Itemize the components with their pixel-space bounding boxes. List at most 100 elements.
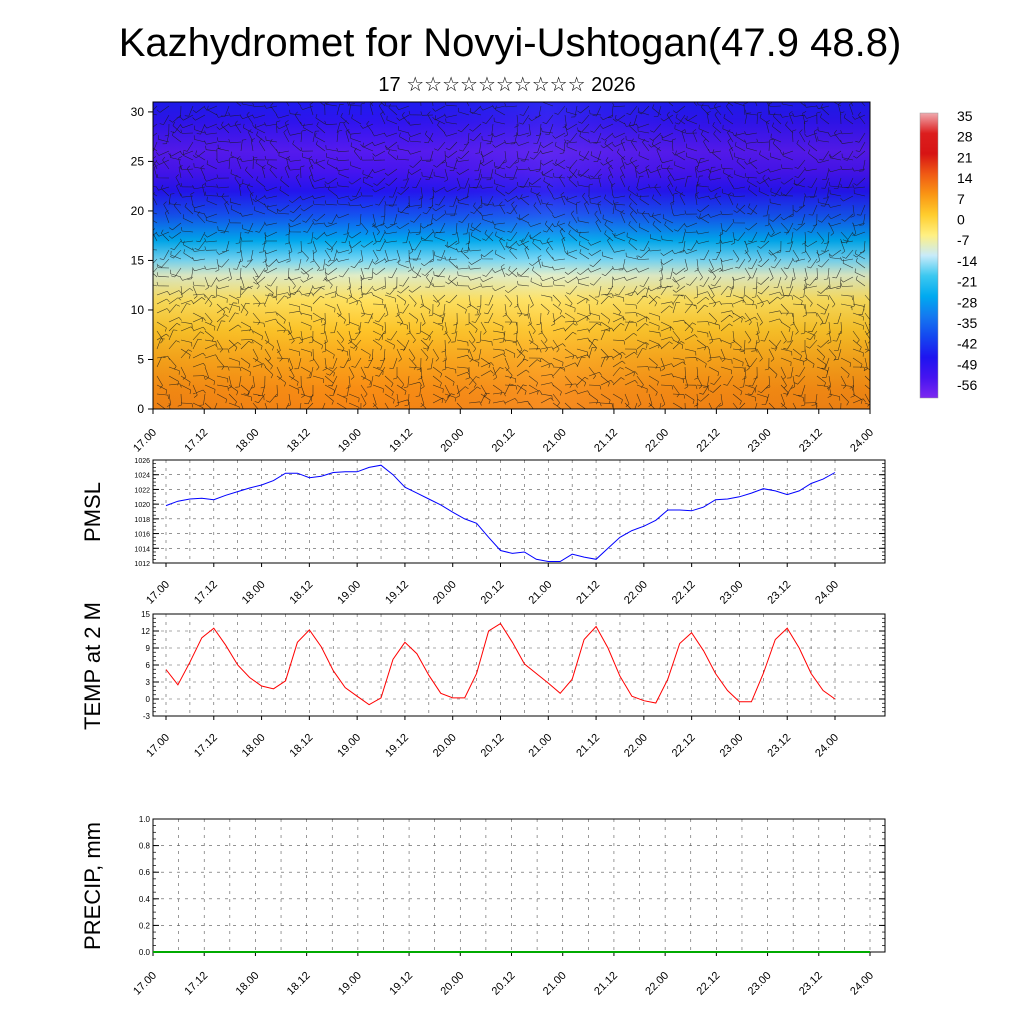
- x-tick-label: 17.12: [192, 732, 220, 760]
- y-tick-label: 3: [146, 678, 151, 687]
- x-tick-label: 23.12: [797, 427, 825, 455]
- colorbar-strip: [919, 112, 939, 399]
- series-line: [165, 622, 836, 706]
- y-tick-label: 1014: [134, 546, 150, 553]
- x-tick-label: 19.12: [383, 732, 411, 760]
- x-tick-label: 22.00: [622, 579, 650, 607]
- colorbar-label: -7: [957, 232, 970, 248]
- x-tick-label: 17.00: [131, 970, 159, 998]
- x-tick-label: 18.00: [234, 427, 262, 455]
- y-tick-label: 1016: [134, 532, 150, 539]
- x-tick-label: 20.00: [438, 970, 466, 998]
- y-tick-label: 10: [131, 303, 145, 317]
- colorbar-label: 21: [957, 149, 973, 165]
- x-tick-label: 21.12: [574, 579, 602, 607]
- x-tick-label: 20.12: [490, 427, 518, 455]
- x-tick-label: 22.12: [695, 970, 723, 998]
- x-tick-label: 23.00: [746, 970, 774, 998]
- x-tick-label: 18.12: [288, 579, 316, 607]
- colorbar-label: 35: [957, 108, 973, 124]
- x-tick-label: 19.00: [336, 970, 364, 998]
- x-tick-label: 23.12: [797, 970, 825, 998]
- y-tick-label: 0.8: [139, 842, 151, 851]
- x-tick-label: 19.00: [336, 427, 364, 455]
- x-tick-label: 20.12: [479, 579, 507, 607]
- x-tick-label: 23.12: [765, 579, 793, 607]
- page-title: Kazhydromet for Novyi-Ushtogan(47.9 48.8…: [119, 21, 902, 65]
- y-axis-title: PMSL: [80, 482, 105, 542]
- y-tick-label: 1012: [134, 561, 150, 568]
- x-tick-label: 21.00: [541, 970, 569, 998]
- y-tick-label: 0.4: [139, 895, 151, 904]
- x-tick-label: 21.12: [574, 732, 602, 760]
- y-tick-label: 0: [146, 695, 151, 704]
- y-tick-label: 15: [131, 253, 145, 267]
- y-tick-label: 0.0: [139, 948, 151, 957]
- y-tick-label: 0: [137, 402, 144, 416]
- y-axis-title: TEMP at 2 M: [80, 602, 105, 730]
- x-tick-label: 23.00: [718, 732, 746, 760]
- x-tick-label: 18.00: [234, 970, 262, 998]
- x-tick-label: 22.12: [695, 427, 723, 455]
- x-tick-label: 22.00: [622, 732, 650, 760]
- y-tick-label: 25: [131, 154, 145, 168]
- x-tick-label: 17.00: [144, 732, 172, 760]
- colorbar-label: 14: [957, 170, 973, 186]
- x-tick-label: 18.12: [288, 732, 316, 760]
- x-tick-label: 17.12: [192, 579, 220, 607]
- colorbar-label: -49: [957, 356, 977, 372]
- x-tick-label: 18.12: [285, 427, 313, 455]
- cross-section-x-axis: 17.00 17.12 18.00 18.12 19.00 19.12 20.00 20.12…: [131, 409, 876, 455]
- x-tick-label: 17.00: [131, 427, 159, 455]
- y-axis-title: PRECIP, mm: [80, 822, 105, 950]
- x-tick-label: 19.12: [387, 970, 415, 998]
- cross-section-shading: [153, 102, 870, 409]
- y-tick-label: 1024: [134, 473, 150, 480]
- x-tick-label: 21.00: [541, 427, 569, 455]
- y-tick-label: -3: [143, 712, 151, 721]
- x-tick-label: 24.00: [848, 427, 876, 455]
- x-tick-label: 17.12: [182, 427, 210, 455]
- x-tick-label: 20.00: [431, 579, 459, 607]
- x-tick-label: 23.12: [765, 732, 793, 760]
- x-tick-label: 20.12: [490, 970, 518, 998]
- precip-panel: 0.0 0.2 0.4 0.6 0.8 1.0 17.00 17.12 18.00 18.12 19…: [80, 815, 886, 998]
- x-tick-label: 20.00: [431, 732, 459, 760]
- colorbar-label: 7: [957, 191, 965, 207]
- y-tick-label: 1020: [134, 502, 150, 509]
- colorbar-label: -28: [957, 294, 977, 310]
- x-tick-label: 23.00: [718, 579, 746, 607]
- colorbar-label: -21: [957, 274, 977, 290]
- x-tick-label: 18.12: [285, 970, 313, 998]
- y-tick-label: 30: [131, 105, 145, 119]
- y-tick-label: 20: [131, 204, 145, 218]
- y-tick-label: 5: [137, 352, 144, 366]
- y-tick-label: 12: [141, 627, 150, 636]
- x-tick-label: 19.00: [335, 579, 363, 607]
- x-tick-label: 21.12: [592, 427, 620, 455]
- x-tick-label: 18.00: [240, 579, 268, 607]
- colorbar-label: 0: [957, 212, 965, 228]
- x-tick-label: 24.00: [813, 579, 841, 607]
- cross-section-y-axis: 0 5 10 15 20 25 30: [131, 105, 153, 416]
- x-tick-label: 18.00: [240, 732, 268, 760]
- y-tick-label: 15: [141, 610, 150, 619]
- x-tick-label: 20.00: [438, 427, 466, 455]
- x-tick-label: 17.00: [144, 579, 172, 607]
- panel-frame: [152, 459, 886, 564]
- temp-panel: -3 0 3 6 9 12 15 17.00 17.12 18.00 18.12 19.00 19.12…: [80, 602, 886, 760]
- pmsl-panel: 1012 1014 1016 1018 1020 1022 1024 1026 17.00 17.…: [80, 458, 886, 607]
- page-subtitle: 17 ☆☆☆☆☆☆☆☆☆☆ 2026: [378, 74, 635, 96]
- y-tick-label: 6: [146, 661, 151, 670]
- colorbar-label: -42: [957, 336, 977, 352]
- colorbar: 35 28 21 14 7 0 -7 -14 -21 -28 -35 -42 -49 -56: [919, 108, 977, 399]
- panel-frame: [152, 818, 886, 953]
- panel-frame: [152, 613, 886, 717]
- colorbar-label: -14: [957, 253, 977, 269]
- series-line: [165, 464, 836, 562]
- cross-section-panel: 0 5 10 15 20 25 30 17.00 17.12 18.00 18.12 19.00 19…: [131, 101, 876, 455]
- x-tick-label: 21.00: [526, 732, 554, 760]
- x-tick-label: 19.12: [383, 579, 411, 607]
- x-tick-label: 21.12: [592, 970, 620, 998]
